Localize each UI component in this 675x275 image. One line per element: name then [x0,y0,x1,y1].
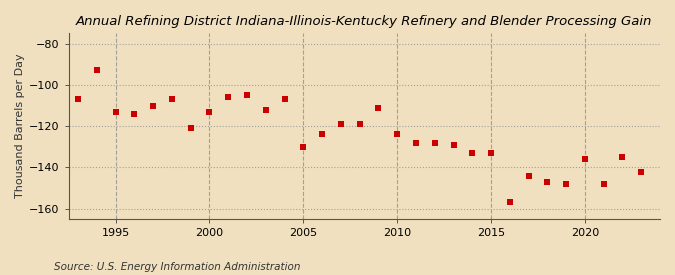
Point [335,122,346,126]
Point [223,95,234,100]
Y-axis label: Thousand Barrels per Day: Thousand Barrels per Day [15,54,25,199]
Point [279,97,290,101]
Point [485,151,496,155]
Point [129,112,140,116]
Point [73,97,84,101]
Point [448,142,459,147]
Point [429,141,440,145]
Point [580,157,591,161]
Point [617,155,628,159]
Point [91,68,102,73]
Point [598,182,609,186]
Point [167,97,178,101]
Point [148,103,159,108]
Point [392,132,402,137]
Point [373,105,384,110]
Text: Source: U.S. Energy Information Administration: Source: U.S. Energy Information Administ… [54,262,300,272]
Point [410,141,421,145]
Point [204,109,215,114]
Point [261,108,271,112]
Point [561,182,572,186]
Point [504,200,515,205]
Point [242,93,252,97]
Point [110,109,121,114]
Point [186,126,196,130]
Point [317,132,327,137]
Title: Annual Refining District Indiana-Illinois-Kentucky Refinery and Blender Processi: Annual Refining District Indiana-Illinoi… [76,15,653,28]
Point [467,151,478,155]
Point [523,174,534,178]
Point [636,169,647,174]
Point [542,180,553,184]
Point [354,122,365,126]
Point [298,145,308,149]
